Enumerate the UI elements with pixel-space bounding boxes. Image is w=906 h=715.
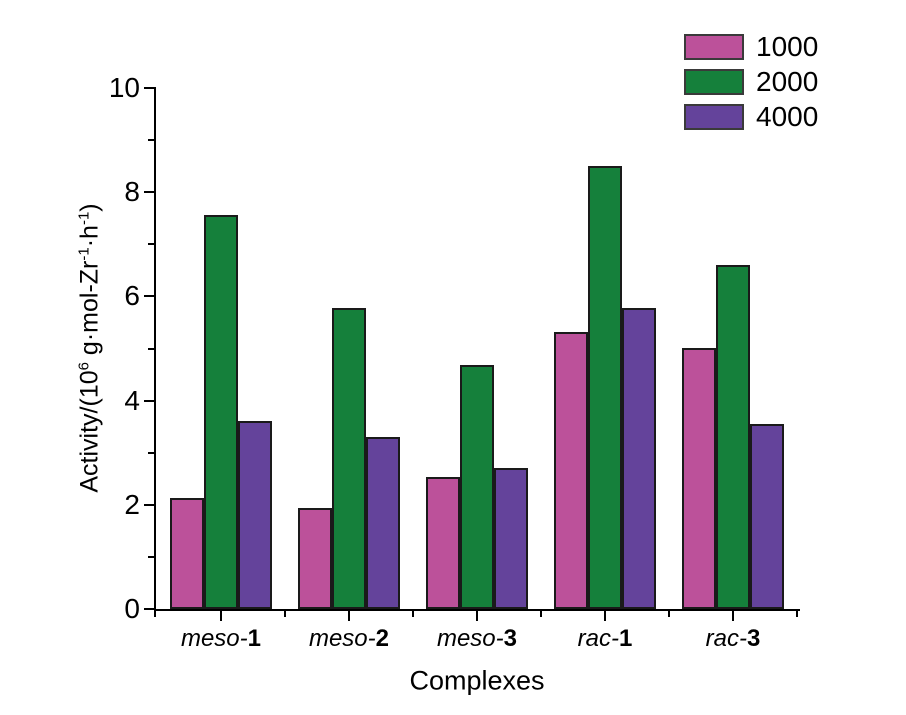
category-number: 3 bbox=[503, 625, 518, 652]
y-major-tick bbox=[144, 191, 154, 194]
x-category-label-rac-1: rac-1 bbox=[525, 624, 685, 654]
x-axis-line bbox=[154, 609, 800, 611]
category-prefix: meso- bbox=[180, 625, 248, 652]
bar-4000-meso-3 bbox=[494, 468, 528, 609]
bar-2000-meso-2 bbox=[332, 308, 366, 609]
legend-swatch-4000 bbox=[684, 104, 744, 130]
bar-1000-meso-3 bbox=[426, 477, 460, 609]
y-major-tick bbox=[144, 399, 154, 402]
y-axis-title: Activity/(106 g·mol-Zr-1·h-1) bbox=[75, 203, 104, 492]
x-major-tick bbox=[604, 611, 606, 621]
x-major-tick bbox=[476, 611, 478, 621]
bar-2000-rac-3 bbox=[716, 265, 750, 609]
x-category-label-meso-3: meso-3 bbox=[397, 624, 557, 654]
bar-4000-meso-1 bbox=[238, 421, 272, 609]
bar-4000-rac-1 bbox=[622, 308, 656, 609]
y-tick-label: 2 bbox=[124, 488, 140, 520]
x-minor-tick bbox=[284, 611, 286, 617]
x-minor-tick bbox=[668, 611, 670, 617]
bar-2000-meso-1 bbox=[204, 215, 238, 609]
y-tick-label: 0 bbox=[124, 593, 140, 624]
legend-label: 4000 bbox=[756, 101, 819, 132]
x-minor-tick bbox=[412, 611, 414, 617]
legend-label: 2000 bbox=[756, 66, 819, 97]
x-category-label-meso-2: meso-2 bbox=[269, 624, 429, 654]
x-category-label-meso-1: meso-1 bbox=[141, 624, 301, 654]
x-major-tick bbox=[732, 611, 734, 621]
category-number: 1 bbox=[247, 625, 262, 652]
category-number: 2 bbox=[375, 625, 390, 652]
bar-1000-rac-1 bbox=[554, 332, 588, 609]
y-minor-tick bbox=[148, 555, 154, 558]
legend: 1000 2000 4000 bbox=[684, 32, 818, 137]
y-title-text: ) bbox=[75, 203, 104, 212]
legend-swatch-2000 bbox=[684, 69, 744, 95]
legend-item-4000: 4000 bbox=[684, 102, 818, 132]
y-major-tick bbox=[144, 503, 154, 506]
y-major-tick bbox=[144, 87, 154, 89]
plot-area bbox=[155, 88, 800, 609]
y-major-tick bbox=[144, 608, 154, 610]
legend-item-2000: 2000 bbox=[684, 67, 818, 97]
y-title-superscript: -1 bbox=[75, 247, 93, 261]
category-number: 1 bbox=[618, 625, 633, 652]
y-tick-label: 10 bbox=[108, 72, 140, 103]
y-title-superscript: 6 bbox=[75, 362, 93, 371]
x-major-tick bbox=[348, 611, 350, 621]
x-major-tick bbox=[220, 611, 222, 621]
y-major-tick bbox=[144, 295, 154, 298]
y-title-text: ·h bbox=[75, 225, 104, 248]
y-axis-line bbox=[154, 87, 156, 611]
category-prefix: meso- bbox=[436, 625, 504, 652]
bar-1000-rac-3 bbox=[682, 348, 716, 609]
x-axis-title: Complexes bbox=[409, 665, 545, 696]
y-minor-tick bbox=[148, 243, 154, 246]
y-title-text: Activity/(10 bbox=[75, 370, 104, 493]
y-tick-label: 8 bbox=[124, 176, 140, 208]
legend-swatch-1000 bbox=[684, 34, 744, 60]
y-minor-tick bbox=[148, 451, 154, 454]
y-tick-label: 4 bbox=[124, 384, 140, 416]
category-prefix: rac- bbox=[577, 625, 619, 652]
category-prefix: meso- bbox=[308, 625, 376, 652]
category-prefix: rac- bbox=[705, 625, 747, 652]
category-number: 3 bbox=[746, 625, 761, 652]
y-title-text: g·mol-Zr bbox=[75, 260, 104, 363]
y-title-superscript: -1 bbox=[75, 211, 93, 226]
x-category-label-rac-3: rac-3 bbox=[653, 624, 813, 654]
legend-item-1000: 1000 bbox=[684, 32, 818, 62]
x-minor-tick bbox=[540, 611, 542, 617]
y-minor-tick bbox=[148, 139, 154, 142]
y-tick-label: 6 bbox=[124, 280, 140, 312]
legend-label: 1000 bbox=[756, 31, 819, 62]
bar-4000-meso-2 bbox=[366, 437, 400, 609]
bar-2000-meso-3 bbox=[460, 365, 494, 609]
bar-1000-meso-2 bbox=[298, 508, 332, 609]
x-minor-tick bbox=[796, 611, 798, 617]
x-minor-tick bbox=[154, 611, 156, 617]
bar-4000-rac-3 bbox=[750, 424, 784, 609]
bar-2000-rac-1 bbox=[588, 166, 622, 609]
y-minor-tick bbox=[148, 347, 154, 350]
bar-1000-meso-1 bbox=[170, 498, 204, 609]
